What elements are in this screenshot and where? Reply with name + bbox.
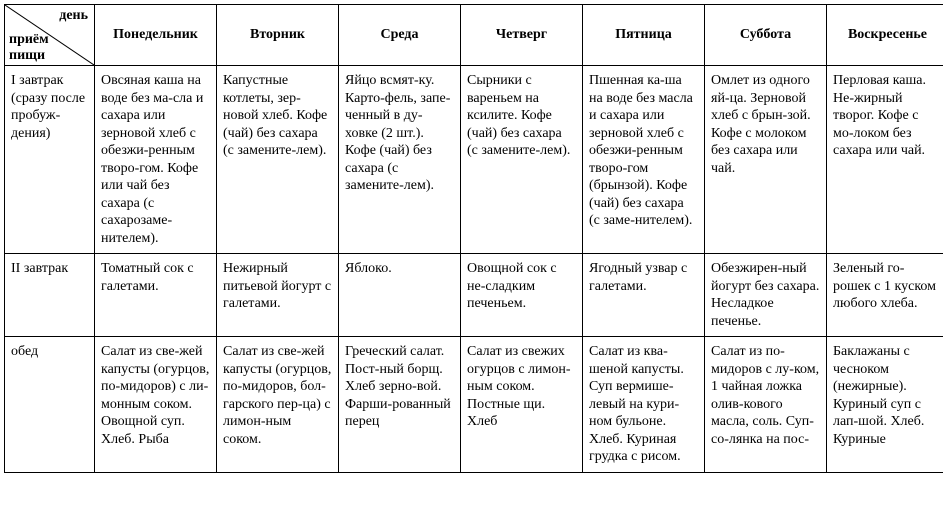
cell: Омлет из одного яй-ца. Зерновой хлеб с б… (705, 66, 827, 254)
cell: Пшенная ка-ша на воде без масла и сахара… (583, 66, 705, 254)
header-day-5: Суббота (705, 5, 827, 66)
cell: Салат из све-жей капусты (огурцов, по-ми… (95, 337, 217, 473)
header-day-2: Среда (339, 5, 461, 66)
header-day-0: Понедельник (95, 5, 217, 66)
row-label: обед (5, 337, 95, 473)
cell: Салат из по-мидоров с лу-ком, 1 чайная л… (705, 337, 827, 473)
cell: Овсяная каша на воде без ма-сла и сахара… (95, 66, 217, 254)
cell: Томатный сок с галетами. (95, 254, 217, 337)
header-day-4: Пятница (583, 5, 705, 66)
cell: Овощной сок с не-сладким печеньем. (461, 254, 583, 337)
row-label: I завтрак (сразу после пробуж-дения) (5, 66, 95, 254)
table-row: I завтрак (сразу после пробуж-дения) Овс… (5, 66, 943, 254)
meal-plan-table: день приёмпищи Понедельник Вторник Среда… (4, 4, 943, 473)
cell: Перловая каша. Не-жирный творог. Кофе с … (827, 66, 943, 254)
cell: Обезжирен-ный йогурт без сахара. Несладк… (705, 254, 827, 337)
cell: Капустные котлеты, зер-новой хлеб. Кофе … (217, 66, 339, 254)
cell: Баклажаны с чесноком (нежирные). Куриный… (827, 337, 943, 473)
table-row: обед Салат из све-жей капусты (огурцов, … (5, 337, 943, 473)
header-diagonal-cell: день приёмпищи (5, 5, 95, 66)
cell: Греческий салат. Пост-ный борщ. Хлеб зер… (339, 337, 461, 473)
cell: Нежирный питьевой йогурт с галетами. (217, 254, 339, 337)
header-day-1: Вторник (217, 5, 339, 66)
row-label: II завтрак (5, 254, 95, 337)
cell: Ягодный узвар с галетами. (583, 254, 705, 337)
header-row: день приёмпищи Понедельник Вторник Среда… (5, 5, 943, 66)
cell: Салат из свежих огурцов с лимон-ным соко… (461, 337, 583, 473)
cell: Зеленый го-рошек с 1 куском любого хлеба… (827, 254, 943, 337)
header-day-6: Воскресенье (827, 5, 943, 66)
header-day-3: Четверг (461, 5, 583, 66)
cell: Салат из све-жей капусты (огурцов, по-ми… (217, 337, 339, 473)
cell: Яблоко. (339, 254, 461, 337)
header-diagonal-bottom: приёмпищи (9, 32, 49, 63)
cell: Салат из ква-шеной капусты. Суп вермише-… (583, 337, 705, 473)
cell: Яйцо всмят-ку. Карто-фель, запе-ченный в… (339, 66, 461, 254)
cell: Сырники с вареньем на ксилите. Кофе (чай… (461, 66, 583, 254)
table-row: II завтрак Томатный сок с галетами. Нежи… (5, 254, 943, 337)
header-diagonal-top: день (59, 7, 88, 25)
